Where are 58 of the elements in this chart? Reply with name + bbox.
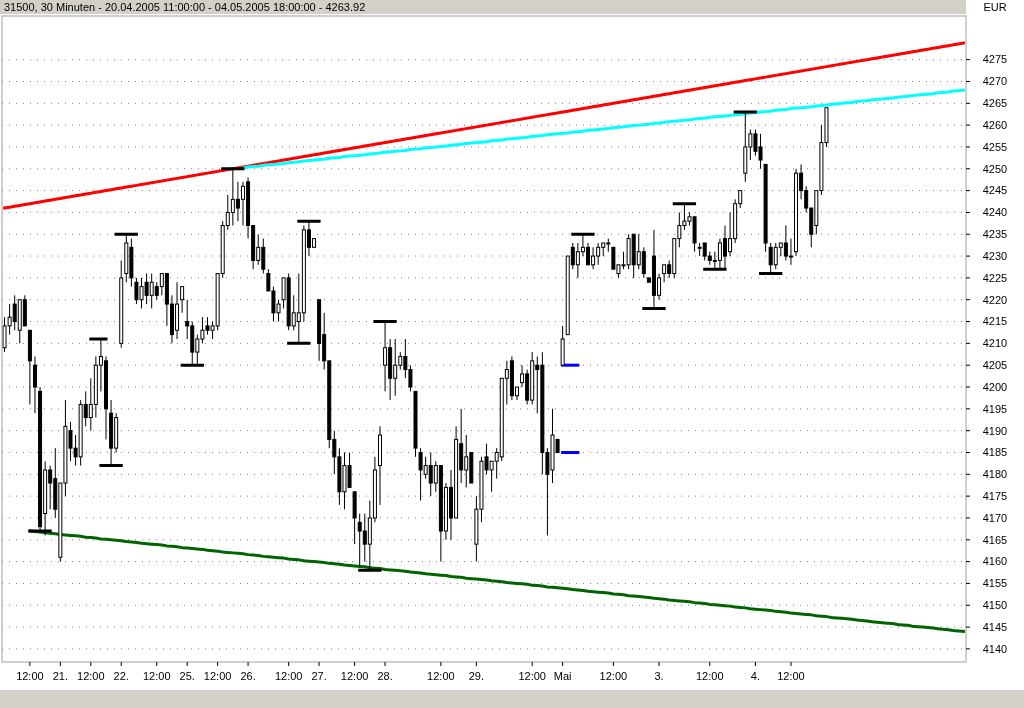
candlestick	[641, 246, 646, 279]
x-tick-label: 12:00	[77, 670, 105, 682]
y-tick-label: 4215	[982, 315, 1008, 328]
y-tick-label: 4230	[982, 249, 1008, 262]
x-tick-label: 12:00	[777, 670, 805, 682]
y-tick-label: 4165	[982, 533, 1008, 546]
y-tick-label: 4180	[982, 468, 1008, 481]
candlestick	[32, 355, 37, 414]
x-tick-label: 12:00	[142, 670, 171, 682]
y-tick-label: 4195	[982, 402, 1008, 415]
y-tick-label: 4200	[982, 380, 1008, 393]
y-tick-label: 4275	[982, 53, 1008, 66]
x-tick-label: 21.	[52, 670, 68, 682]
x-tick-label: 26.	[240, 670, 256, 682]
chart-title: 31500, 30 Minuten - 20.04.2005 11:00:00 - 04.05.2005 18:00:00 - 4263.92	[4, 1, 366, 13]
y-tick-label: 4145	[982, 620, 1008, 633]
y-tick-label: 4270	[982, 75, 1008, 88]
y-tick-label: 4155	[982, 577, 1008, 590]
candlestick	[180, 286, 185, 314]
line-series	[3, 41, 965, 210]
y-tick-label: 4260	[982, 118, 1008, 131]
x-tick-label: 27.	[311, 670, 327, 682]
y-tick-label: 4175	[982, 489, 1008, 502]
x-tick-label: 25.	[179, 670, 195, 682]
y-tick-label: 4150	[982, 599, 1008, 612]
x-tick-label: 29.	[468, 670, 485, 682]
y-tick-label: 4210	[982, 337, 1008, 350]
line-series	[241, 88, 965, 170]
y-tick-label: 4170	[982, 511, 1008, 524]
x-tick-label: 12:00	[16, 670, 44, 682]
y-tick-label: 4225	[982, 271, 1008, 284]
y-tick-label: 4185	[982, 446, 1008, 459]
y-tick-label: 4235	[982, 228, 1008, 241]
x-tick-label: 12:00	[427, 670, 455, 682]
x-tick-label: 12:00	[274, 670, 303, 682]
candlestick	[662, 264, 667, 283]
y-tick-label: 4240	[982, 206, 1008, 219]
x-tick-label: 3.	[654, 670, 664, 682]
y-tick-label: 4265	[982, 97, 1008, 110]
x-tick-label: 12:00	[696, 670, 724, 682]
x-tick-label: 4.	[750, 670, 761, 682]
x-tick-label: Mai	[553, 670, 572, 682]
y-tick-label: 4205	[982, 359, 1008, 372]
x-tick-label: 12:00	[599, 670, 628, 682]
x-tick-label: 12:00	[203, 670, 232, 682]
y-tick-label: 4160	[982, 555, 1008, 568]
x-tick-label: 12:00	[518, 670, 546, 682]
y-axis-title: EUR	[983, 1, 1007, 13]
y-tick-label: 4255	[982, 140, 1008, 153]
y-tick-label: 4250	[982, 162, 1008, 175]
y-tick-label: 4140	[982, 642, 1008, 655]
x-tick-label: 12:00	[340, 670, 369, 682]
candlestick	[788, 238, 793, 266]
x-tick-label: 28.	[377, 670, 393, 682]
y-tick-label: 4190	[982, 424, 1008, 437]
x-tick-label: 22.	[113, 670, 129, 682]
y-tick-label: 4245	[982, 184, 1008, 197]
y-tick-label: 4220	[982, 293, 1008, 306]
